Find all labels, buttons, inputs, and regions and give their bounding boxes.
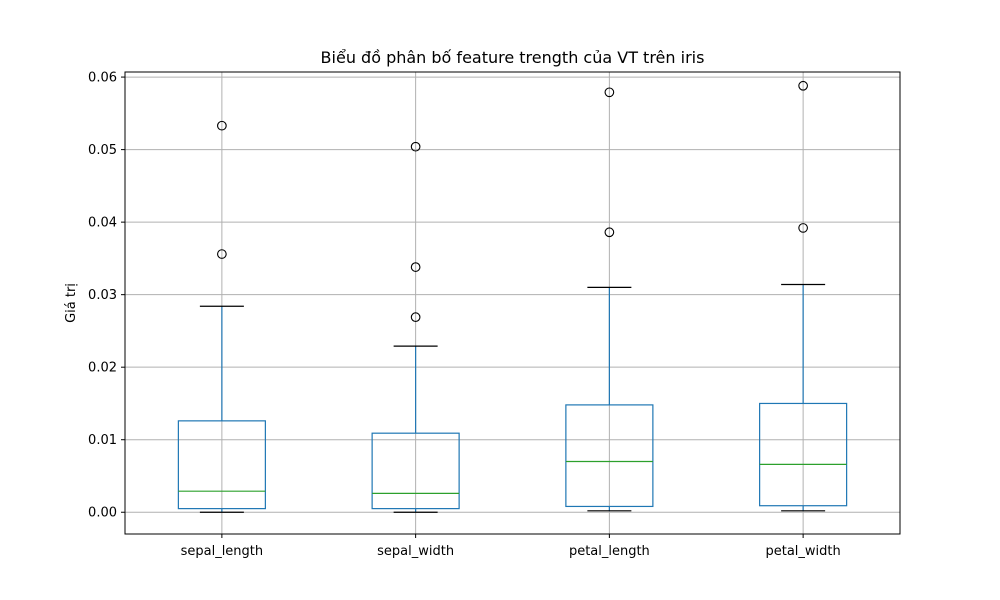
box-iqr xyxy=(565,404,654,508)
y-axis: 0.00 0.01 0.02 0.03 0.04 0.05 0.06 xyxy=(88,71,125,521)
y-tick-label: 0.00 xyxy=(88,506,117,521)
box-sepal_width xyxy=(371,141,460,513)
box-iqr xyxy=(177,420,266,510)
grid-lines xyxy=(125,72,900,534)
y-tick-label: 0.05 xyxy=(88,143,117,158)
x-axis: sepal_length sepal_width petal_length petal… xyxy=(181,534,841,559)
outlier-point xyxy=(798,80,808,91)
outlier-point xyxy=(410,312,421,322)
y-tick-label: 0.03 xyxy=(88,288,117,303)
boxes xyxy=(177,80,848,513)
box-iqr xyxy=(371,432,460,510)
y-tick-label: 0.02 xyxy=(88,361,117,376)
outlier-point xyxy=(604,87,615,98)
y-tick-label: 0.04 xyxy=(88,216,117,231)
y-tick-label: 0.06 xyxy=(88,71,117,86)
x-tick-label: petal_length xyxy=(569,544,650,559)
outlier-point xyxy=(410,262,421,272)
x-tick-label: petal_width xyxy=(765,544,840,559)
box-sepal_length xyxy=(177,120,266,513)
box-iqr xyxy=(759,402,848,507)
outlier-point xyxy=(217,120,227,131)
box-petal_length xyxy=(565,87,654,512)
plot-area-frame xyxy=(124,71,901,535)
y-axis-label: Giá trị xyxy=(64,283,79,323)
chart-title: Biểu đồ phân bố feature trength của VT t… xyxy=(321,48,705,67)
x-tick-label: sepal_length xyxy=(181,544,264,559)
outlier-point xyxy=(604,227,615,238)
outlier-point xyxy=(798,223,808,233)
outlier-point xyxy=(217,249,227,259)
outlier-point xyxy=(410,141,421,152)
x-tick-label: sepal_width xyxy=(377,544,454,559)
y-tick-label: 0.01 xyxy=(88,433,117,448)
box-petal_width xyxy=(759,80,848,512)
